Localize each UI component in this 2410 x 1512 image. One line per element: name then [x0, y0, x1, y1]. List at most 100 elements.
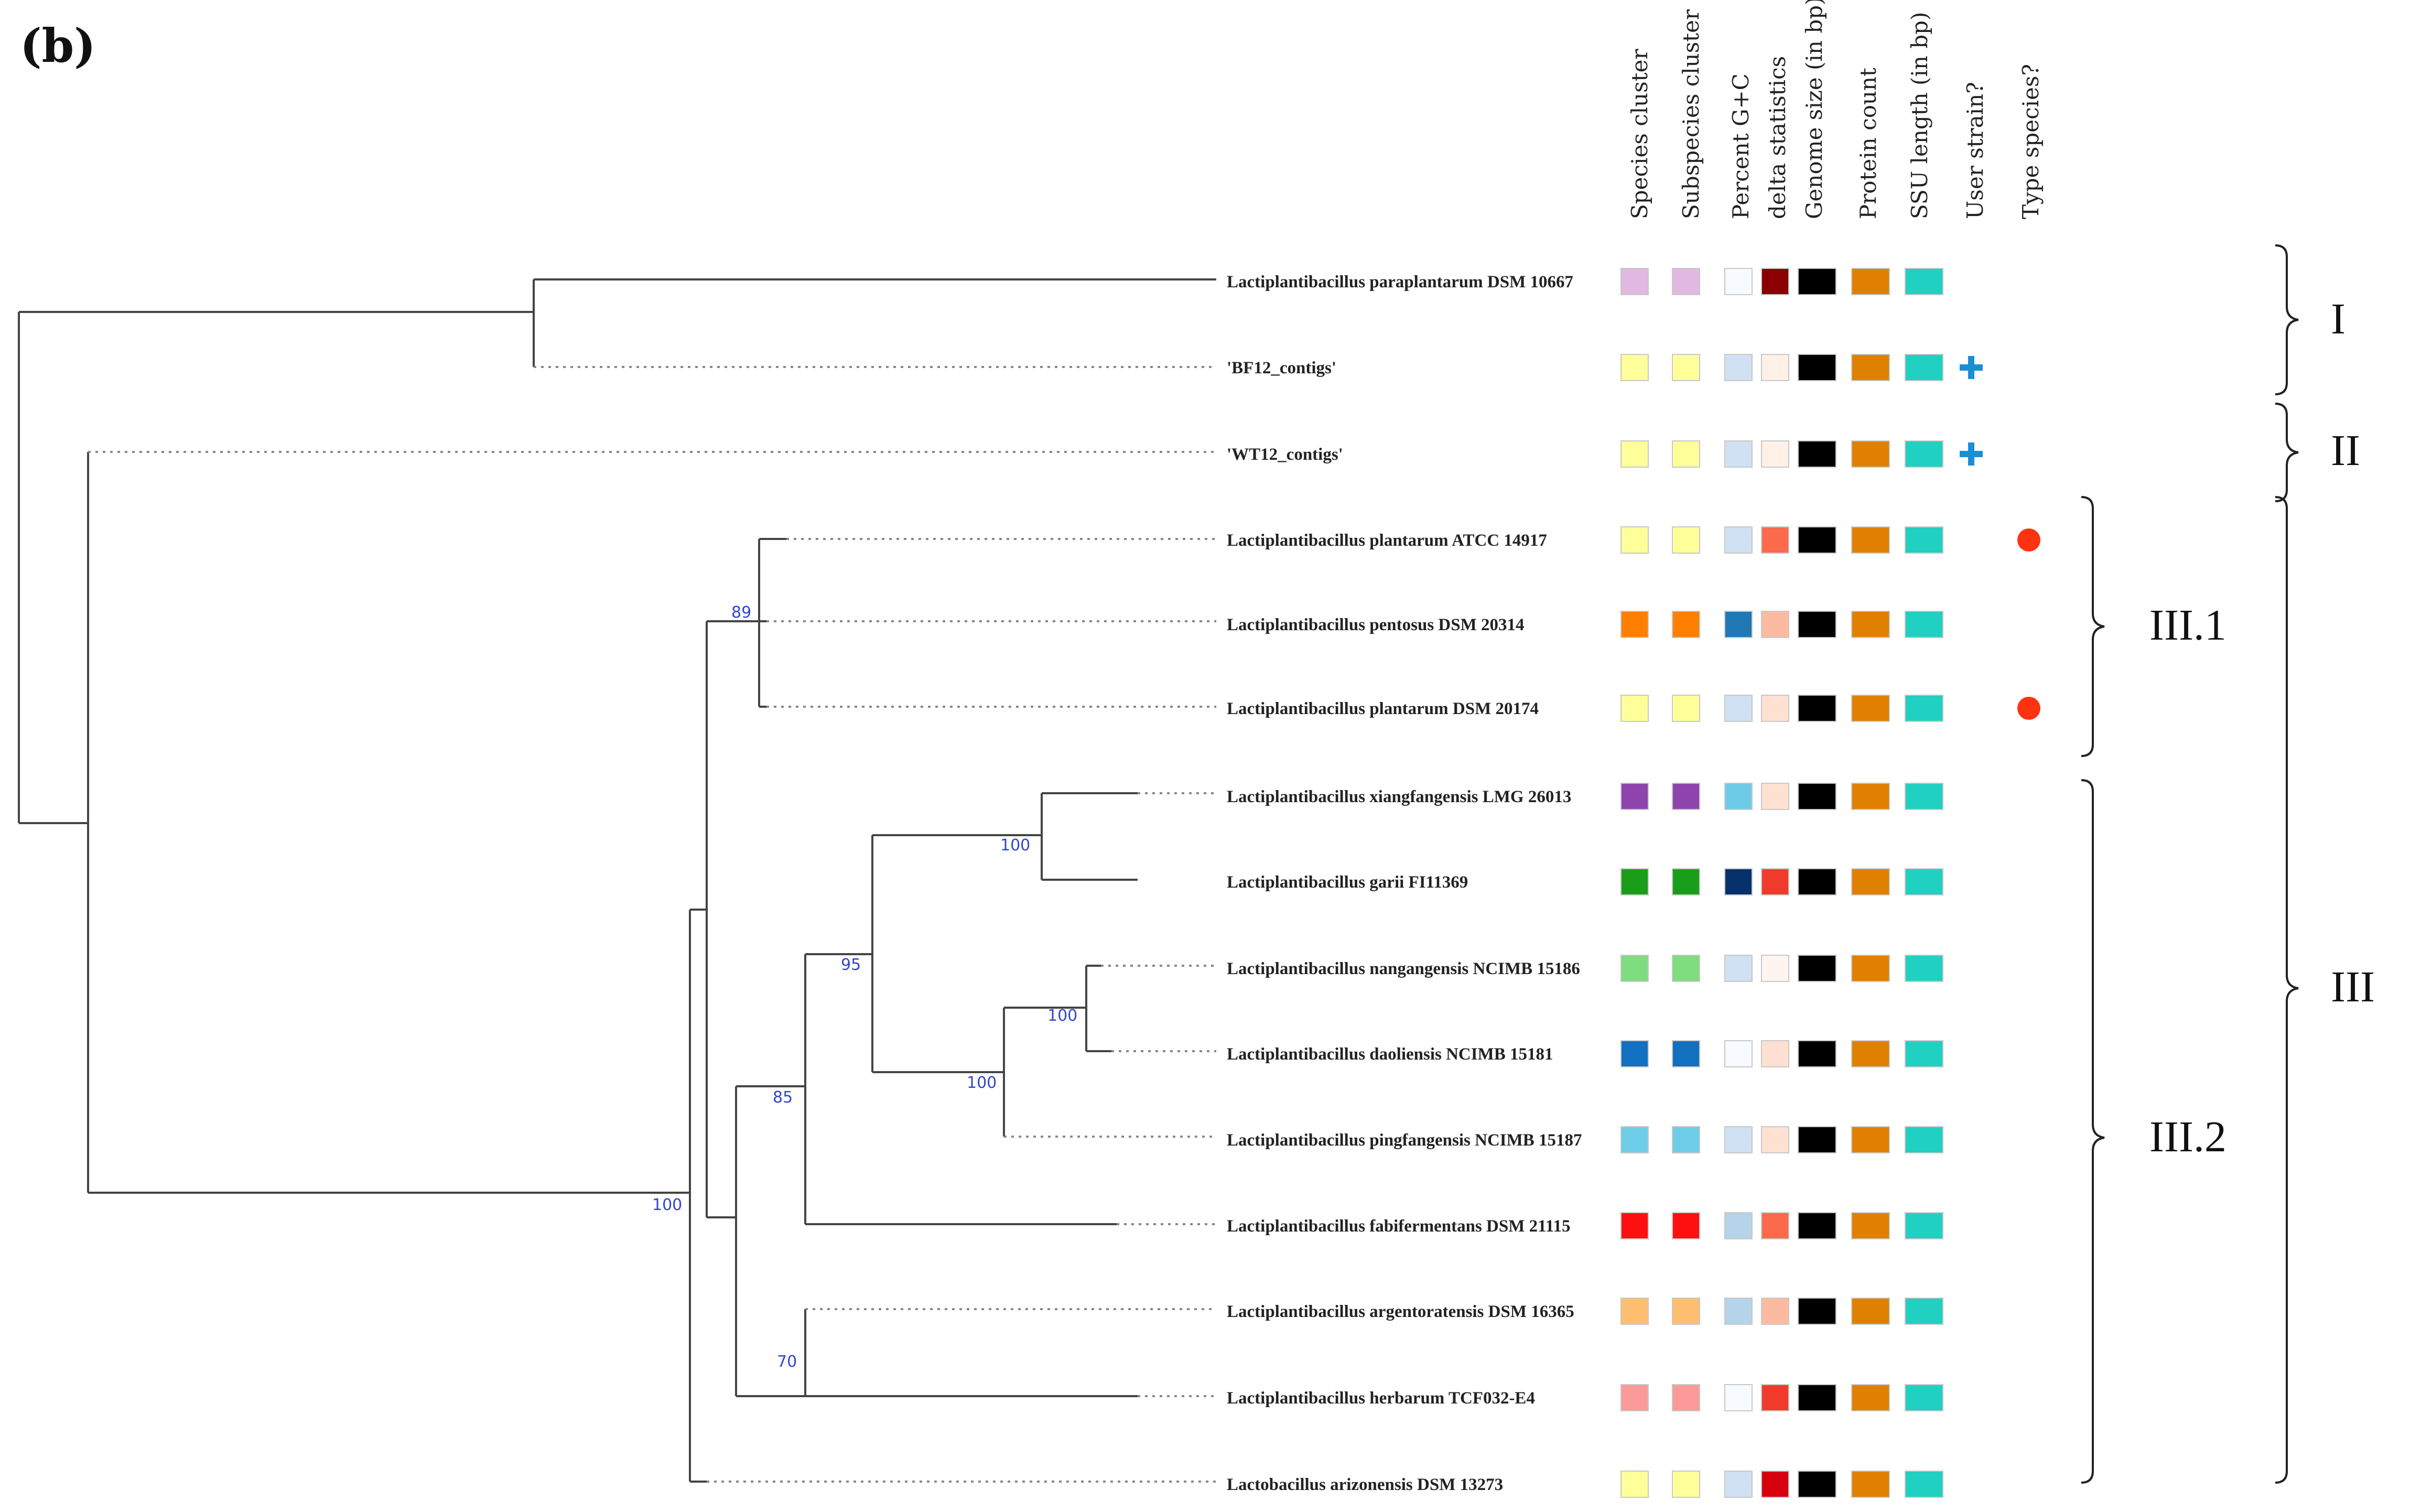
heat-cell: [1798, 268, 1836, 295]
heat-cell: [1672, 440, 1700, 468]
heat-cell: [1724, 783, 1753, 810]
heat-cell: [1851, 1471, 1890, 1498]
heat-cell: [1620, 1384, 1649, 1411]
heat-cell: [1761, 1471, 1789, 1498]
heat-cell: [1761, 1212, 1789, 1239]
heat-cell: [1672, 268, 1700, 295]
heat-cell: [1798, 354, 1836, 381]
heat-cell: [1905, 611, 1943, 638]
clade-label: I: [2331, 295, 2346, 343]
heat-cell: [1620, 354, 1649, 381]
heat-cell: [1724, 1471, 1753, 1498]
heat-cell: [1851, 695, 1890, 722]
heat-cell: [1798, 1471, 1836, 1498]
heat-cell: [1851, 1212, 1890, 1239]
taxon-label: 'BF12_contigs': [1227, 359, 1336, 377]
heat-cell: [1620, 1040, 1649, 1067]
heat-cell: [1905, 1126, 1943, 1153]
heat-cell: [1761, 783, 1789, 810]
heat-cell: [1620, 440, 1649, 468]
heat-cell: [1851, 611, 1890, 638]
heat-cell: [1620, 783, 1649, 810]
heat-cell: [1672, 611, 1700, 638]
taxon-label: 'WT12_contigs': [1227, 445, 1343, 464]
taxa-rows: Lactiplantibacillus paraplantarum DSM 10…: [1227, 268, 2040, 1498]
column-header: User strain?: [1962, 82, 1988, 219]
column-header: Protein count: [1855, 68, 1881, 219]
user-strain-marker: [1960, 356, 1983, 379]
heat-cell: [1672, 1040, 1700, 1067]
heat-cell: [1761, 955, 1789, 982]
bootstrap-label: 70: [777, 1353, 797, 1371]
heat-cell: [1672, 1126, 1700, 1153]
heat-cell: [1724, 1126, 1753, 1153]
heat-cell: [1672, 354, 1700, 381]
type-species-marker: [2017, 697, 2040, 720]
taxon-label: Lactiplantibacillus garii FI11369: [1227, 873, 1468, 892]
taxon-label: Lactobacillus arizonensis DSM 13273: [1227, 1475, 1503, 1494]
heat-cell: [1620, 1212, 1649, 1239]
taxon-label: Lactiplantibacillus fabifermentans DSM 2…: [1227, 1217, 1570, 1236]
heat-cell: [1620, 611, 1649, 638]
heat-cell: [1724, 1212, 1753, 1239]
heat-cell: [1672, 1212, 1700, 1239]
column-header: Species cluster: [1627, 48, 1652, 219]
taxon-label: Lactiplantibacillus plantarum DSM 20174: [1227, 699, 1539, 718]
heat-cell: [1851, 526, 1890, 554]
heat-cell: [1905, 783, 1943, 810]
heat-cell: [1761, 1126, 1789, 1153]
clade-label: II: [2331, 426, 2360, 475]
column-header: Type species?: [2018, 64, 2044, 219]
bootstrap-label: 100: [967, 1074, 997, 1092]
heat-cell: [1798, 1384, 1836, 1411]
heat-cell: [1851, 1126, 1890, 1153]
heat-cell: [1761, 440, 1789, 468]
heat-cell: [1761, 354, 1789, 381]
taxon-label: Lactiplantibacillus pingfangensis NCIMB …: [1227, 1131, 1582, 1150]
column-header: Subspecies cluster: [1678, 9, 1704, 219]
bootstrap-values: 89 100 95 100 100 85 70 100: [652, 603, 1077, 1371]
heat-cell: [1905, 1212, 1943, 1239]
bootstrap-label: 100: [1000, 836, 1030, 855]
heat-cell: [1851, 1040, 1890, 1067]
heat-cell: [1905, 1471, 1943, 1498]
heat-cell: [1798, 526, 1836, 554]
heat-cell: [1798, 695, 1836, 722]
heat-cell: [1761, 1040, 1789, 1067]
heat-cell: [1905, 695, 1943, 722]
taxon-label: Lactiplantibacillus daoliensis NCIMB 151…: [1227, 1045, 1553, 1064]
taxon-label: Lactiplantibacillus plantarum ATCC 14917: [1227, 531, 1547, 550]
clade-label: III: [2331, 963, 2375, 1011]
heat-cell: [1798, 1212, 1836, 1239]
heat-cell: [1724, 354, 1753, 381]
heat-cell: [1761, 695, 1789, 722]
column-header: delta statistics: [1765, 56, 1790, 219]
heat-cell: [1905, 440, 1943, 468]
heat-cell: [1620, 955, 1649, 982]
taxon-label: Lactiplantibacillus nangangensis NCIMB 1…: [1227, 959, 1580, 978]
heat-cell: [1905, 526, 1943, 554]
heat-cell: [1672, 868, 1700, 895]
bootstrap-label: 95: [841, 956, 861, 974]
heat-cell: [1851, 354, 1890, 381]
heat-cell: [1620, 526, 1649, 554]
heat-cell: [1905, 1298, 1943, 1325]
heat-cell: [1672, 1471, 1700, 1498]
heat-cell: [1761, 268, 1789, 295]
heat-cell: [1905, 268, 1943, 295]
heat-cell: [1851, 955, 1890, 982]
heat-cell: [1798, 1040, 1836, 1067]
heat-cell: [1798, 440, 1836, 468]
bootstrap-label: 85: [773, 1088, 793, 1107]
heat-cell: [1851, 1384, 1890, 1411]
heat-cell: [1672, 526, 1700, 554]
heat-cell: [1620, 1298, 1649, 1325]
heat-cell: [1724, 695, 1753, 722]
heat-cell: [1672, 955, 1700, 982]
taxon-label: Lactiplantibacillus pentosus DSM 20314: [1227, 615, 1525, 634]
heat-cell: [1672, 1298, 1700, 1325]
heat-cell: [1851, 783, 1890, 810]
heat-cell: [1724, 611, 1753, 638]
heat-cell: [1905, 868, 1943, 895]
